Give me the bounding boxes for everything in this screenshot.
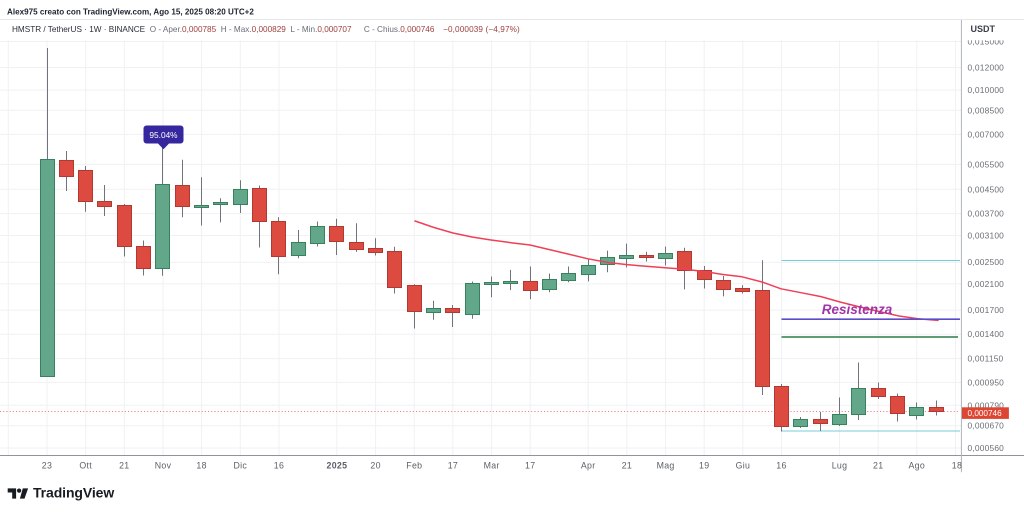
svg-text:0,001400: 0,001400 (968, 329, 1005, 339)
svg-text:18: 18 (952, 460, 962, 470)
svg-text:21: 21 (622, 460, 632, 470)
svg-text:20: 20 (370, 460, 380, 470)
svg-text:0,001700: 0,001700 (968, 305, 1005, 315)
svg-text:Dic: Dic (233, 460, 247, 470)
svg-text:17: 17 (525, 460, 535, 470)
svg-text:0,004500: 0,004500 (968, 184, 1005, 194)
svg-text:0,005500: 0,005500 (968, 159, 1005, 169)
svg-text:95.04%: 95.04% (149, 130, 178, 140)
svg-text:0,010000: 0,010000 (968, 85, 1005, 95)
svg-text:Ott: Ott (79, 460, 92, 470)
svg-text:0,000670: 0,000670 (968, 421, 1005, 431)
svg-text:Giu: Giu (736, 460, 751, 470)
svg-text:HMSTR / TetherUS · 1W · BINANC: HMSTR / TetherUS · 1W · BINANCE O - Aper… (12, 25, 520, 34)
svg-text:Mar: Mar (484, 460, 500, 470)
svg-text:Apr: Apr (581, 460, 596, 470)
svg-text:0,001150: 0,001150 (968, 354, 1004, 364)
svg-text:16: 16 (776, 460, 786, 470)
svg-text:0,007000: 0,007000 (968, 129, 1005, 139)
svg-text:2025: 2025 (327, 460, 348, 470)
svg-text:0,008500: 0,008500 (968, 105, 1005, 115)
svg-text:Nov: Nov (155, 460, 172, 470)
svg-text:0,015000: 0,015000 (968, 37, 1005, 47)
svg-text:Mag: Mag (657, 460, 675, 470)
svg-text:0,002100: 0,002100 (968, 279, 1005, 289)
svg-text:0,000560: 0,000560 (968, 443, 1005, 453)
svg-text:Feb: Feb (406, 460, 422, 470)
svg-text:21: 21 (119, 460, 129, 470)
svg-text:Lug: Lug (832, 460, 848, 470)
svg-text:Resistenza: Resistenza (822, 302, 893, 317)
svg-text:0,000950: 0,000950 (968, 377, 1005, 387)
svg-text:0,003100: 0,003100 (968, 231, 1005, 241)
svg-text:18: 18 (196, 460, 206, 470)
svg-text:21: 21 (873, 460, 883, 470)
svg-text:17: 17 (448, 460, 458, 470)
svg-text:0,003700: 0,003700 (968, 209, 1005, 219)
svg-text:Alex975 creato con TradingView: Alex975 creato con TradingView.com, Ago … (7, 8, 254, 17)
svg-text:0,002500: 0,002500 (968, 257, 1005, 267)
svg-text:TradingView: TradingView (33, 485, 114, 501)
svg-text:Ago: Ago (909, 460, 926, 470)
svg-text:23: 23 (42, 460, 52, 470)
svg-text:0,000746: 0,000746 (968, 409, 1003, 418)
svg-text:0,000790: 0,000790 (968, 400, 1005, 410)
svg-text:USDT: USDT (971, 24, 996, 34)
svg-text:16: 16 (274, 460, 284, 470)
svg-text:19: 19 (699, 460, 709, 470)
svg-text:0,012000: 0,012000 (968, 63, 1005, 73)
